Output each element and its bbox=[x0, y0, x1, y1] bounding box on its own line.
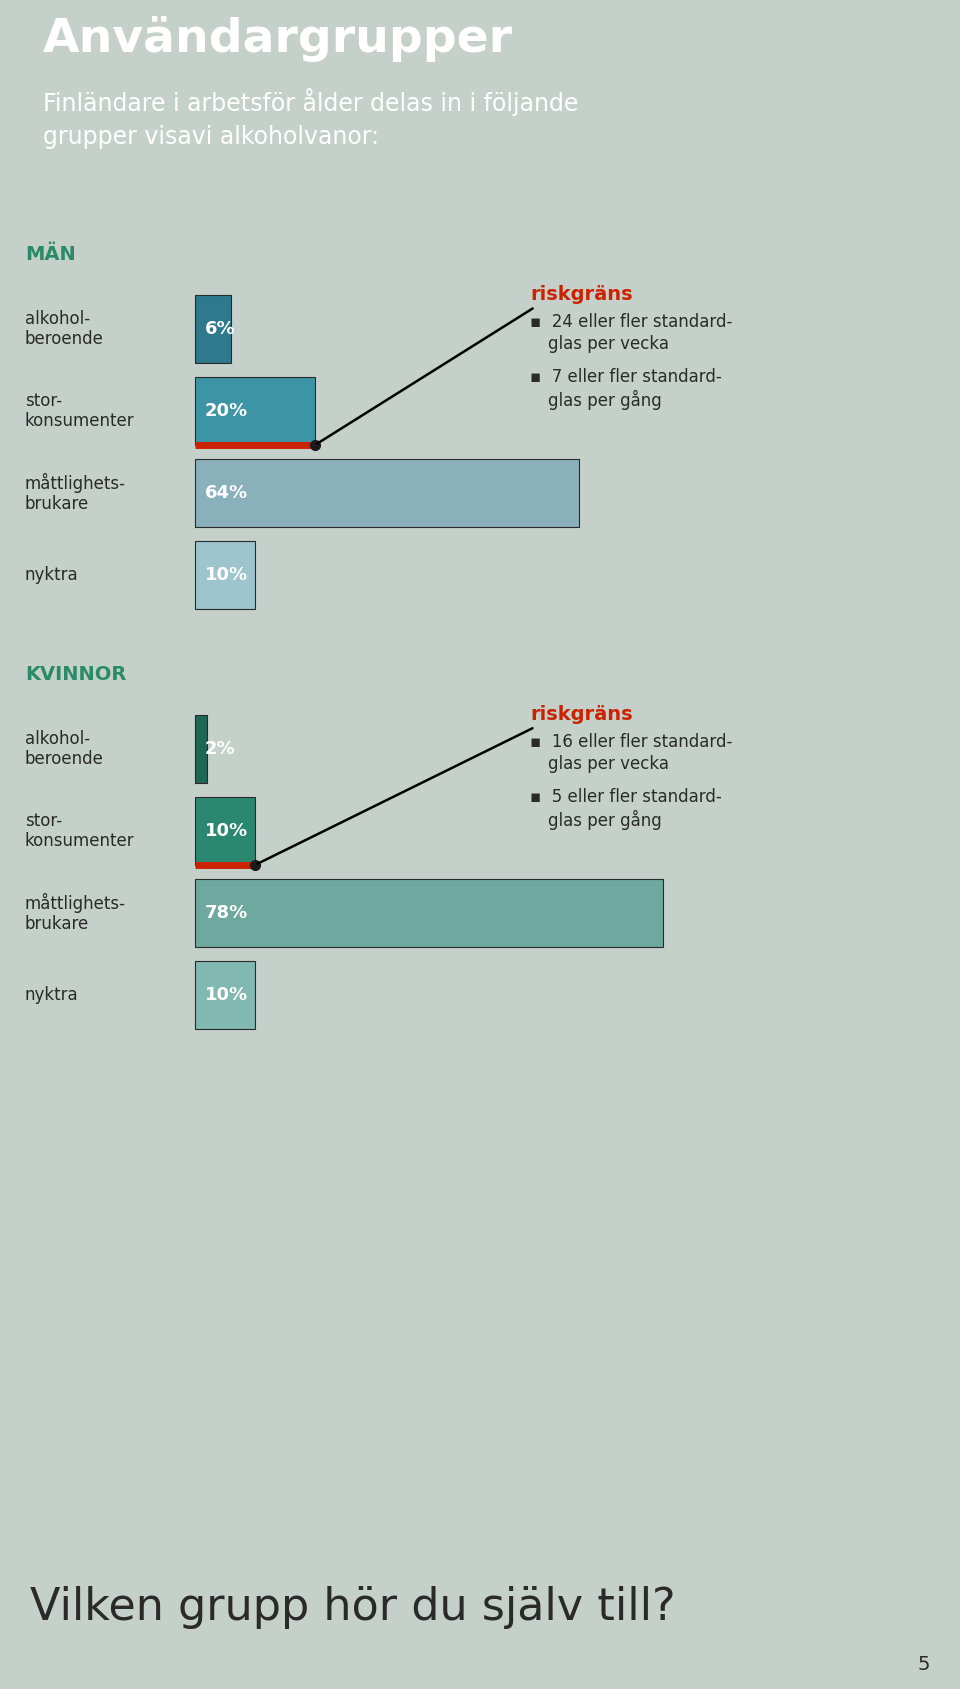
Text: ▪  5 eller fler standard-: ▪ 5 eller fler standard- bbox=[530, 789, 722, 806]
Bar bbox=[195, 797, 255, 865]
Text: nyktra: nyktra bbox=[25, 566, 79, 584]
Text: glas per vecka: glas per vecka bbox=[548, 755, 669, 774]
Text: Finländare i arbetsför ålder delas in i följande
grupper visavi alkoholvanor:: Finländare i arbetsför ålder delas in i … bbox=[43, 88, 579, 149]
Text: glas per vecka: glas per vecka bbox=[548, 334, 669, 353]
Bar bbox=[195, 540, 255, 610]
Text: 2%: 2% bbox=[205, 740, 235, 758]
Text: måttlighets-
brukare: måttlighets- brukare bbox=[25, 892, 126, 934]
Bar bbox=[195, 714, 207, 784]
Text: Vilken grupp hör du själv till?: Vilken grupp hör du själv till? bbox=[30, 1586, 676, 1628]
Bar bbox=[195, 377, 315, 444]
Text: KVINNOR: KVINNOR bbox=[25, 665, 127, 684]
Text: ▪  24 eller fler standard-: ▪ 24 eller fler standard- bbox=[530, 312, 732, 331]
Bar bbox=[195, 459, 579, 527]
Text: ▪  7 eller fler standard-: ▪ 7 eller fler standard- bbox=[530, 368, 722, 387]
Text: nyktra: nyktra bbox=[25, 986, 79, 1003]
Text: glas per gång: glas per gång bbox=[548, 811, 661, 829]
Text: 6%: 6% bbox=[205, 319, 235, 338]
Bar bbox=[195, 296, 231, 363]
Text: MÄN: MÄN bbox=[25, 245, 76, 263]
Text: stor-
konsumenter: stor- konsumenter bbox=[25, 812, 134, 850]
Text: 10%: 10% bbox=[205, 986, 248, 1003]
Text: 10%: 10% bbox=[205, 823, 248, 839]
Text: måttlighets-
brukare: måttlighets- brukare bbox=[25, 473, 126, 513]
Text: 10%: 10% bbox=[205, 566, 248, 584]
Text: riskgräns: riskgräns bbox=[530, 285, 633, 304]
Text: 20%: 20% bbox=[205, 402, 248, 421]
Bar bbox=[195, 878, 663, 948]
Text: 5: 5 bbox=[918, 1655, 930, 1674]
Bar bbox=[195, 961, 255, 1029]
Text: Användargrupper: Användargrupper bbox=[43, 15, 514, 61]
Text: alkohol-
beroende: alkohol- beroende bbox=[25, 309, 104, 348]
Text: 78%: 78% bbox=[205, 904, 249, 922]
Text: 64%: 64% bbox=[205, 485, 248, 502]
Text: riskgräns: riskgräns bbox=[530, 704, 633, 725]
Text: glas per gång: glas per gång bbox=[548, 390, 661, 410]
Text: alkohol-
beroende: alkohol- beroende bbox=[25, 730, 104, 768]
Text: stor-
konsumenter: stor- konsumenter bbox=[25, 392, 134, 431]
Text: ▪  16 eller fler standard-: ▪ 16 eller fler standard- bbox=[530, 733, 732, 752]
